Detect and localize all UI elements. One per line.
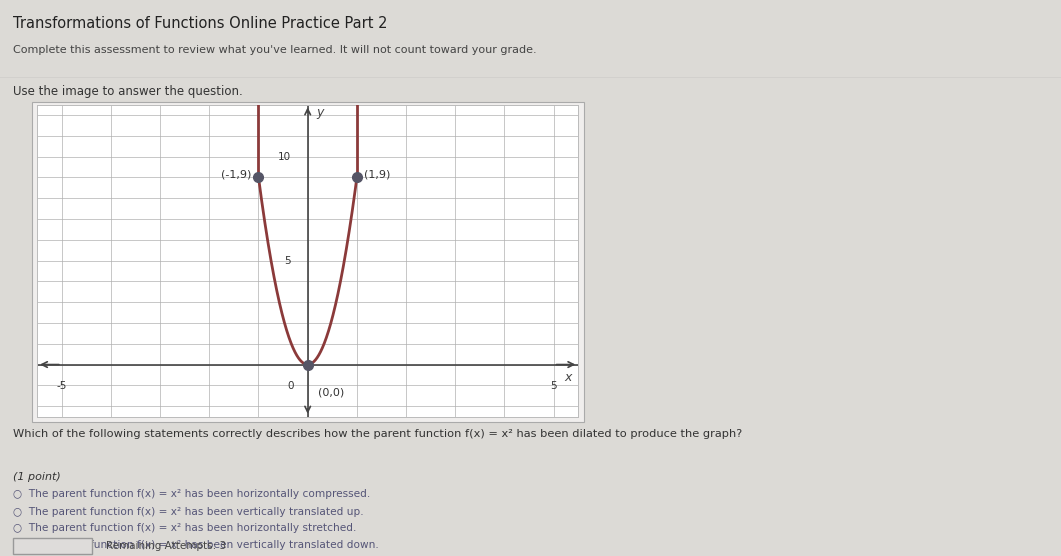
Text: Use the image to answer the question.: Use the image to answer the question. (13, 85, 243, 98)
Text: ○  The parent function f(x) = x² has been vertically translated down.: ○ The parent function f(x) = x² has been… (13, 540, 379, 550)
Text: (1,9): (1,9) (364, 169, 390, 179)
Text: y: y (316, 106, 324, 120)
Bar (32, 102, 584, 422)
Text: 5: 5 (551, 381, 557, 391)
Text: Check Answer: Check Answer (16, 541, 89, 551)
Text: Which of the following statements correctly describes how the parent function f(: Which of the following statements correc… (13, 429, 742, 439)
Text: x: x (564, 370, 572, 384)
Text: Complete this assessment to review what you've learned. It will not count toward: Complete this assessment to review what … (13, 45, 537, 55)
Text: 0: 0 (288, 381, 294, 391)
Text: (0,0): (0,0) (317, 388, 344, 398)
Text: Transformations of Functions Online Practice Part 2: Transformations of Functions Online Prac… (13, 16, 387, 31)
Text: (-1,9): (-1,9) (221, 169, 251, 179)
Text: -5: -5 (56, 381, 67, 391)
Text: ○  The parent function f(x) = x² has been vertically translated up.: ○ The parent function f(x) = x² has been… (13, 507, 363, 517)
Text: ○  The parent function f(x) = x² has been horizontally compressed.: ○ The parent function f(x) = x² has been… (13, 489, 370, 499)
Text: 10: 10 (277, 152, 291, 162)
Bar (13, 538, 92, 554)
Text: Remaining Attempts: 3: Remaining Attempts: 3 (106, 541, 226, 551)
Text: ○  The parent function f(x) = x² has been horizontally stretched.: ○ The parent function f(x) = x² has been… (13, 524, 356, 534)
Text: (1 point): (1 point) (13, 473, 60, 482)
Text: 5: 5 (284, 256, 291, 266)
